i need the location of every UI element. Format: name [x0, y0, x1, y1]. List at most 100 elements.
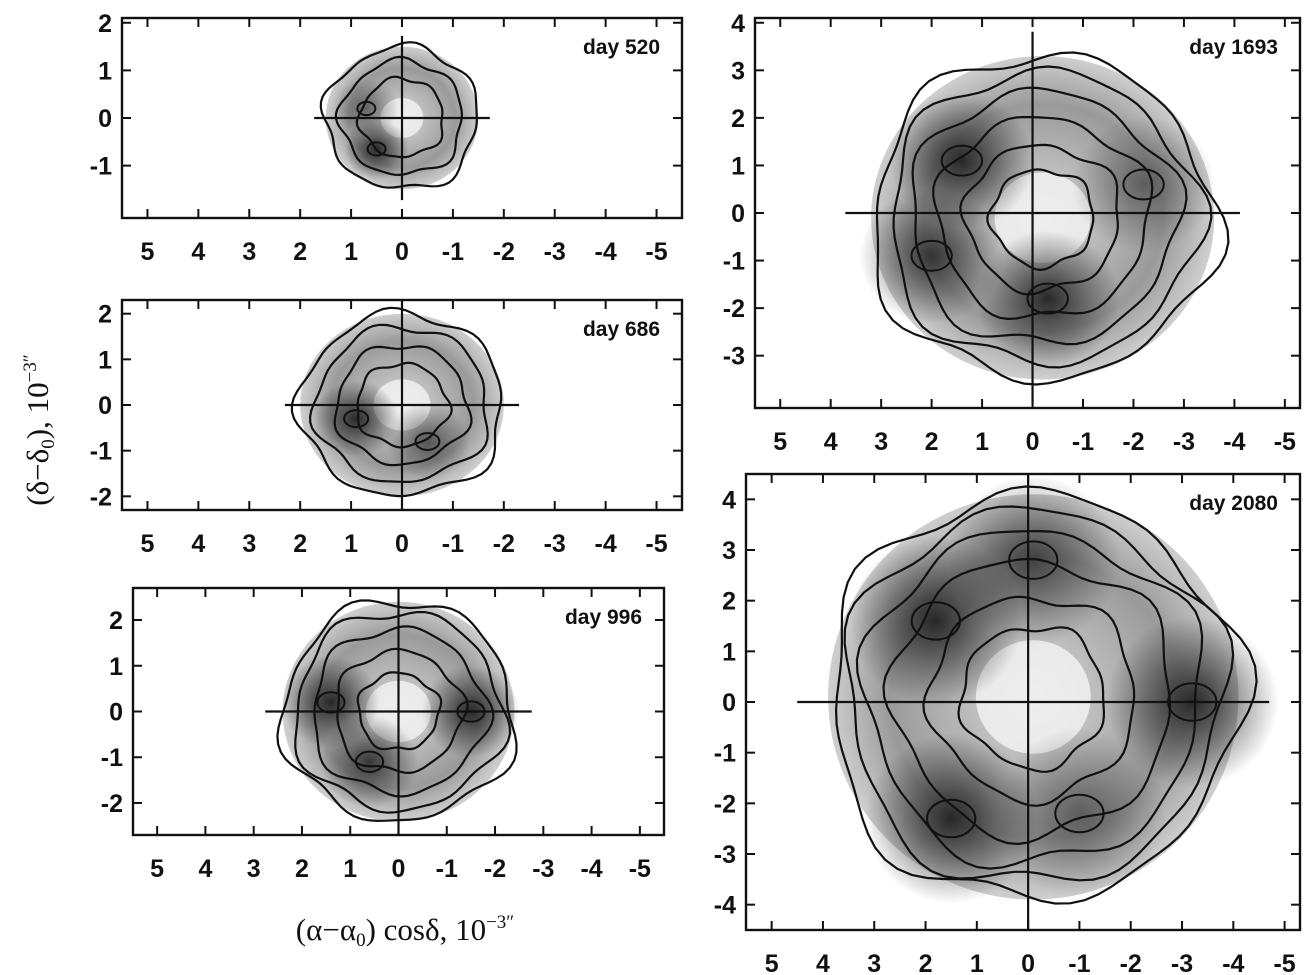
y-tick-label: 0 — [98, 105, 112, 133]
panel-plot-area — [845, 31, 1240, 404]
x-tick-label: -3 — [1173, 428, 1195, 456]
x-tick-label: 4 — [824, 428, 838, 456]
y-tick-label: 4 — [722, 486, 736, 514]
x-tick-label: -4 — [595, 530, 617, 558]
x-tick-label: 3 — [867, 950, 881, 975]
x-tick-label: 1 — [975, 428, 989, 456]
contour-2 — [843, 505, 1235, 882]
x-tick-label: -2 — [493, 238, 515, 266]
y-tick-label: 1 — [98, 57, 112, 85]
day-label: day 996 — [565, 606, 642, 629]
x-tick-label: 4 — [191, 530, 205, 558]
peak-contour-2 — [414, 432, 441, 451]
x-tick-label: -4 — [580, 855, 602, 883]
peak-contour-2 — [910, 239, 953, 272]
xlabel-main: (α−α — [296, 912, 356, 947]
y-tick-label: 1 — [731, 152, 745, 180]
x-tick-label: 0 — [395, 238, 409, 266]
y-tick-label: 2 — [731, 105, 745, 133]
y-tick-label: -1 — [723, 248, 745, 276]
x-tick-label: -3 — [544, 530, 566, 558]
x-tick-label: -5 — [645, 238, 667, 266]
x-tick-label: -3 — [532, 855, 554, 883]
panel-2: 5 4 3 2 1 0 -1 -2 -3 -4 -5 2 1 0 -1 -2 day 686 — [90, 298, 684, 558]
x-tick-label: -5 — [629, 855, 651, 883]
peak-contour-4 — [1122, 168, 1165, 201]
x-tick-label: 0 — [392, 855, 406, 883]
panel-plot-area — [265, 588, 532, 835]
y-tick-label: 3 — [731, 57, 745, 85]
day-label: day 1693 — [1189, 36, 1278, 59]
x-tick-label: -3 — [1171, 950, 1193, 975]
panel-plot-area — [314, 35, 490, 201]
y-tick-label: -2 — [101, 790, 123, 818]
peak-contour-1 — [366, 141, 387, 157]
x-tick-label: 2 — [293, 238, 307, 266]
shared-xlabel: (α−α0) cosδ, 10−3″ — [296, 912, 514, 951]
x-tick-label: -1 — [442, 530, 464, 558]
x-tick-label: 1 — [344, 530, 358, 558]
contour-6 — [957, 626, 1106, 773]
panel-3: 5 4 3 2 1 0 -1 -2 -3 -4 -5 2 1 0 -1 -2 day 996 — [101, 586, 666, 883]
y-tick-label: 0 — [731, 200, 745, 228]
x-tick-label: -1 — [1072, 428, 1094, 456]
x-tick-label: -2 — [493, 530, 515, 558]
ylabel-rest: ), 10 — [20, 382, 55, 439]
x-tick-label: 0 — [1026, 428, 1040, 456]
peak-2 — [334, 78, 399, 139]
x-tick-label: 1 — [344, 238, 358, 266]
y-tick-label: -1 — [101, 744, 123, 772]
y-tick-label: 1 — [98, 346, 112, 374]
y-tick-label: 2 — [109, 607, 123, 635]
peak-2 — [859, 187, 1004, 324]
x-tick-label: -2 — [1120, 950, 1142, 975]
x-tick-label: -4 — [1223, 428, 1245, 456]
y-tick-label: 0 — [98, 392, 112, 420]
ylabel-sub: 0 — [38, 439, 59, 449]
contour-1 — [834, 485, 1258, 905]
peak-3 — [320, 715, 419, 808]
x-tick-label: 5 — [773, 428, 787, 456]
y-tick-label: -2 — [723, 295, 745, 323]
x-tick-label: -2 — [1122, 428, 1144, 456]
x-tick-label: -4 — [595, 238, 617, 266]
peak-contour-1 — [343, 409, 370, 429]
peak-2 — [865, 733, 1038, 904]
xlabel-rest: ) cosδ, 10 — [366, 912, 487, 947]
x-tick-label: -3 — [544, 238, 566, 266]
y-tick-label: -1 — [714, 740, 736, 768]
y-tick-label: -2 — [714, 790, 736, 818]
x-tick-label: -5 — [1273, 950, 1295, 975]
xlabel-sub: 0 — [356, 930, 366, 951]
x-tick-label: 4 — [191, 238, 205, 266]
contour-1 — [875, 51, 1230, 386]
peak-2 — [384, 403, 471, 480]
y-tick-label: -1 — [90, 153, 112, 181]
x-tick-label: 1 — [970, 950, 984, 975]
x-tick-label: 5 — [141, 238, 155, 266]
peak-contour-3 — [1026, 282, 1069, 315]
shared-ylabel: (δ−δ0), 10−3″ — [20, 354, 59, 506]
xlabel-sup: −3″ — [486, 912, 514, 933]
panel-5: 5 4 3 2 1 0 -1 -2 -3 -4 -5 4 3 2 1 0 -1 -2 -3 -4 day 2080 — [714, 472, 1302, 975]
day-label: day 520 — [583, 36, 660, 59]
peak-contour-2 — [926, 798, 977, 839]
x-tick-label: 3 — [242, 238, 256, 266]
y-tick-label: 0 — [722, 689, 736, 717]
contour-2 — [892, 65, 1213, 369]
panel-plot-area — [797, 474, 1279, 930]
x-tick-label: -1 — [1068, 950, 1090, 975]
x-tick-label: 5 — [765, 950, 779, 975]
contour-5 — [922, 595, 1136, 807]
x-tick-label: -5 — [1274, 428, 1296, 456]
contour-3 — [855, 529, 1204, 870]
peak-4 — [1071, 116, 1216, 253]
x-tick-label: 4 — [198, 855, 212, 883]
peak-5 — [993, 728, 1166, 899]
x-tick-label: 3 — [242, 530, 256, 558]
contour-4 — [882, 557, 1172, 846]
x-tick-label: 4 — [816, 950, 830, 975]
day-label: day 2080 — [1189, 492, 1278, 515]
day-label: day 686 — [583, 318, 660, 341]
